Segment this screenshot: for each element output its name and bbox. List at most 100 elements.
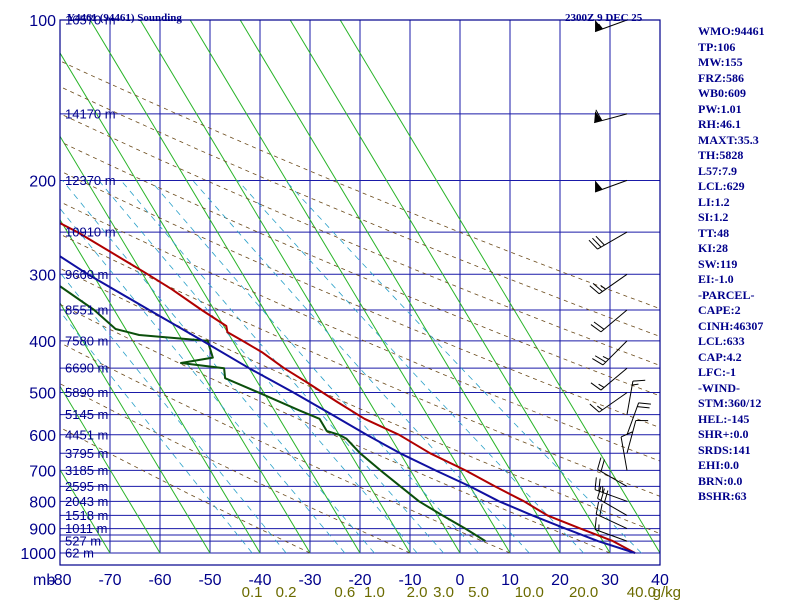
wind-barb-flag xyxy=(592,283,603,292)
stat-line: LCL:629 xyxy=(698,179,745,193)
stat-line: -PARCEL- xyxy=(698,287,755,302)
mixing-ratio-line xyxy=(62,180,375,554)
stat-line: PW:1.01 xyxy=(698,101,742,116)
stat-line: WB0:609 xyxy=(698,86,746,100)
stat-line: EHI:0.0 xyxy=(698,458,740,472)
wind-barb xyxy=(590,309,628,333)
temperature-tick-label: 30 xyxy=(601,572,619,589)
pressure-tick-label: 500 xyxy=(29,386,56,403)
temperature-tick-label: -40 xyxy=(248,572,271,589)
dry-adiabat xyxy=(60,233,660,497)
wind-barb-flag xyxy=(594,517,597,530)
stat-line: L57:7.9 xyxy=(698,163,737,178)
wind-barb-flag xyxy=(594,477,597,490)
wind-barb xyxy=(588,231,628,250)
wind-barb-half-flag xyxy=(602,486,604,493)
wind-barb-flag xyxy=(592,237,602,248)
sounding-datetime: 2300Z 9 DEC 25 xyxy=(565,12,643,24)
mixing-ratio-line xyxy=(192,180,530,554)
stat-line: MAXT:35.3 xyxy=(698,132,759,147)
wind-barb-staff xyxy=(595,513,628,530)
wind-barb-staff xyxy=(602,340,628,366)
height-label: 12370 m xyxy=(65,173,116,188)
wind-barb xyxy=(594,109,628,124)
wind-barb-staff xyxy=(597,468,628,487)
wind-barb-staff xyxy=(594,529,628,542)
mixing-ratio-label: 0.6 xyxy=(334,584,355,600)
wind-barb xyxy=(594,517,628,542)
temperature-tick-label: -80 xyxy=(48,572,71,589)
height-label: 2595 m xyxy=(65,479,108,494)
height-label: 1011 m xyxy=(65,521,107,536)
mixing-ratio-label: 3.0 xyxy=(433,584,454,600)
stat-line: TH:5828 xyxy=(698,148,744,162)
height-label: 527 m xyxy=(65,534,101,549)
wind-barb xyxy=(626,379,646,415)
stat-line: FRZ:586 xyxy=(698,70,744,85)
wind-barb xyxy=(626,402,651,435)
wind-barb-flag xyxy=(595,109,603,121)
isotherm-line xyxy=(239,20,561,554)
temperature-tick-label: -70 xyxy=(98,572,121,589)
wind-barb-flag xyxy=(620,431,633,438)
wind-barb-staff xyxy=(600,367,628,391)
mixing-ratio-line xyxy=(98,180,418,554)
wind-barb-flag xyxy=(598,478,601,492)
mixing-ratio-label: 40.0 xyxy=(627,584,656,600)
stat-line: KI:28 xyxy=(698,241,728,255)
isotherm-line xyxy=(60,135,311,554)
stat-line: EI:-1.0 xyxy=(698,272,734,286)
wind-barb-staff xyxy=(597,231,628,250)
height-label: 2043 m xyxy=(65,494,108,509)
pressure-tick-label: 700 xyxy=(29,463,56,480)
wind-barb-staff xyxy=(597,497,628,516)
wind-barb-half-flag xyxy=(598,524,600,531)
pressure-tick-label: 100 xyxy=(29,13,56,30)
isotherm-line xyxy=(189,20,511,554)
wind-barb xyxy=(597,486,628,516)
wind-barb xyxy=(620,431,633,471)
wind-barb-staff xyxy=(626,402,640,435)
wind-barb-flag xyxy=(593,321,605,330)
mixing-ratio-label: 1.0 xyxy=(364,584,385,600)
wind-barb xyxy=(589,392,628,413)
temperature-tick-label: -20 xyxy=(348,572,371,589)
plot-frame xyxy=(59,19,661,566)
mixing-ratio-line xyxy=(60,207,346,554)
wind-barb-flag xyxy=(604,490,609,503)
dry-adiabat xyxy=(60,303,611,554)
dry-adiabat xyxy=(60,60,660,310)
isotherm-line xyxy=(89,20,411,554)
wind-barb-staff xyxy=(598,273,628,295)
parcel-profile xyxy=(60,255,636,554)
wind-barb xyxy=(597,457,628,487)
height-label: 5145 m xyxy=(65,407,108,422)
height-label: 4451 m xyxy=(65,427,108,442)
wind-barb-pennant xyxy=(594,111,602,123)
pressure-tick-label: 300 xyxy=(29,267,56,284)
temperature-profile xyxy=(60,222,636,554)
wind-barb-half-flag xyxy=(598,23,603,30)
wind-barb-flag xyxy=(589,403,600,413)
stat-line: LI:1.2 xyxy=(698,194,730,209)
wind-barb-flag xyxy=(600,459,605,472)
pressure-tick-label: 600 xyxy=(29,428,56,445)
wind-barb-flag xyxy=(590,324,602,333)
wind-barb-flag xyxy=(637,406,650,409)
stat-line: STM:360/12 xyxy=(698,396,762,410)
wind-barb xyxy=(589,273,628,295)
stat-line: RH:46.1 xyxy=(698,117,741,131)
wind-barb-staff xyxy=(626,381,634,415)
sounding-title: Y4461 (94461) Sounding xyxy=(67,12,182,24)
height-label: 6690 m xyxy=(65,361,108,376)
wind-barb-pennant xyxy=(595,180,603,193)
isotherm-line xyxy=(60,302,211,554)
wind-barb xyxy=(626,419,649,454)
wind-barb-half-flag xyxy=(632,383,639,386)
wind-barb xyxy=(592,340,628,366)
stat-line: CAPE:2 xyxy=(698,303,741,317)
height-label: 10910 m xyxy=(65,225,116,240)
wind-barb-flag xyxy=(638,402,651,405)
dry-adiabat xyxy=(60,383,411,554)
